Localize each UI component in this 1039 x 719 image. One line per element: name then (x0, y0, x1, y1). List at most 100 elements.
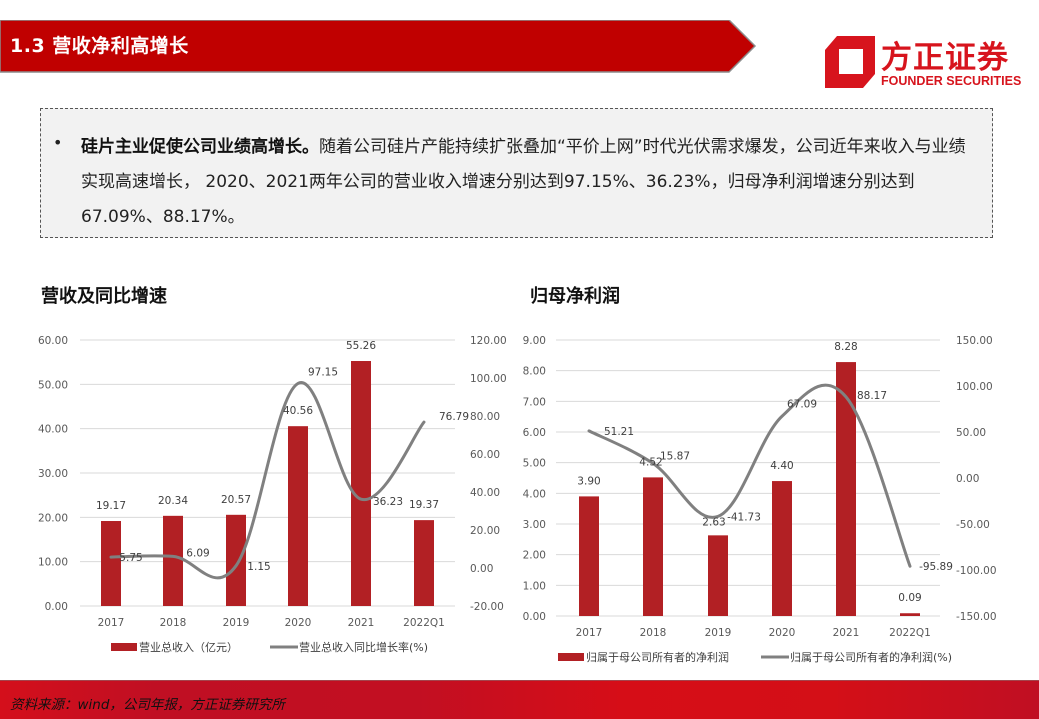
left-axis-tick: 8.00 (523, 366, 546, 378)
summary-body: 随着公司硅片产能持续扩张叠加“平价上网”时代光伏需求爆发，公司近年来收入与业绩实… (81, 137, 966, 227)
logo-chinese-name: 方正证券 (881, 40, 1009, 76)
legend-bar-label: 营业总收入（亿元） (139, 640, 238, 654)
line-value-label: 88.17 (857, 390, 887, 402)
line-value-label: 36.23 (373, 496, 403, 508)
left-axis-tick: 10.00 (38, 557, 68, 569)
right-axis-tick: 150.00 (956, 335, 993, 347)
line-value-label: -95.89 (919, 561, 953, 573)
logo-english-name: FOUNDER SECURITIES (881, 74, 1022, 88)
left-axis-tick: 3.00 (523, 519, 546, 531)
bar (414, 520, 434, 606)
summary-box: • 硅片主业促使公司业绩高增长。随着公司硅片产能持续扩张叠加“平价上网”时代光伏… (40, 108, 993, 238)
left-axis-tick: 40.00 (38, 424, 68, 436)
bar (772, 481, 792, 616)
bar-value-label: 19.37 (409, 499, 439, 511)
header-arrow-shape (0, 20, 757, 73)
bullet-point: • (53, 133, 63, 152)
left-axis-tick: 0.00 (523, 611, 546, 623)
bar (288, 426, 308, 606)
page-title: 1.3 营收净利高增长 (10, 35, 189, 57)
legend-line-label: 归属于母公司所有者的净利润(%) (790, 650, 952, 664)
x-axis-category: 2017 (98, 617, 125, 629)
legend-bar-swatch (558, 653, 584, 661)
x-axis-category: 2018 (640, 627, 667, 639)
right-axis-tick: 0.00 (470, 563, 493, 575)
line-value-label: 1.15 (247, 561, 270, 573)
right-axis-tick: 50.00 (956, 427, 986, 439)
growth-line (587, 383, 912, 568)
bar (579, 496, 599, 616)
bar-value-label: 20.34 (158, 495, 188, 507)
founder-logo: 方正证券 FOUNDER SECURITIES (823, 30, 1023, 90)
bar-value-label: 40.56 (283, 405, 313, 417)
right-axis-tick: 100.00 (956, 381, 993, 393)
left-axis-tick: 60.00 (38, 335, 68, 347)
right-axis-tick: -100.00 (956, 565, 997, 577)
bar (836, 362, 856, 616)
chart-title-revenue: 营收及同比增速 (41, 286, 167, 307)
chart-title-net-profit: 归母净利润 (530, 286, 620, 307)
summary-paragraph: 硅片主业促使公司业绩高增长。随着公司硅片产能持续扩张叠加“平价上网”时代光伏需求… (81, 130, 981, 235)
line-value-label: 6.09 (186, 547, 209, 559)
line-value-label: 76.79 (439, 411, 469, 423)
left-axis-tick: 20.00 (38, 512, 68, 524)
bar (351, 361, 371, 606)
right-axis-tick: 120.00 (470, 335, 507, 347)
x-axis-category: 2021 (833, 627, 860, 639)
right-axis-tick: -50.00 (956, 519, 990, 531)
logo-mark-icon (825, 36, 875, 88)
section-header (0, 20, 757, 73)
right-axis-tick: 20.00 (470, 525, 500, 537)
bar (163, 515, 183, 606)
left-axis-tick: 1.00 (523, 580, 546, 592)
source-note: 资料来源：wind，公司年报，方正证券研究所 (10, 697, 285, 713)
right-axis-tick: -20.00 (470, 601, 504, 613)
x-axis-category: 2020 (285, 617, 312, 629)
legend-line-label: 营业总收入同比增长率(%) (299, 640, 428, 654)
legend-bar-label: 归属于母公司所有者的净利润 (586, 650, 729, 664)
left-axis-tick: 5.00 (523, 458, 546, 470)
right-axis-tick: 60.00 (470, 449, 500, 461)
bar-value-label: 8.28 (834, 341, 857, 353)
legend-bar-swatch (111, 643, 137, 651)
bar-value-label: 4.52 (639, 456, 662, 468)
left-axis-tick: 6.00 (523, 427, 546, 439)
x-axis-category: 2018 (160, 617, 187, 629)
bar (708, 535, 728, 616)
bar-value-label: 55.26 (346, 340, 376, 352)
left-axis-tick: 2.00 (523, 550, 546, 562)
line-value-label: -41.73 (727, 511, 761, 523)
x-axis-category: 2021 (348, 617, 375, 629)
right-axis-tick: 80.00 (470, 411, 500, 423)
right-axis-tick: -150.00 (956, 611, 997, 623)
right-axis-tick: 0.00 (956, 473, 979, 485)
bar-value-label: 2.63 (702, 516, 725, 528)
x-axis-category: 2019 (705, 627, 732, 639)
summary-lead: 硅片主业促使公司业绩高增长。 (81, 137, 319, 157)
bar-value-label: 20.57 (221, 494, 251, 506)
x-axis-category: 2020 (769, 627, 796, 639)
line-value-label: 5.75 (119, 552, 142, 564)
bar-value-label: 3.90 (577, 475, 600, 487)
left-axis-tick: 9.00 (523, 335, 546, 347)
growth-line (109, 381, 426, 580)
right-axis-tick: 100.00 (470, 373, 507, 385)
line-value-label: 97.15 (308, 366, 338, 378)
bar (900, 613, 920, 616)
bar-value-label: 4.40 (770, 460, 793, 472)
left-axis-tick: 0.00 (45, 601, 68, 613)
charts-canvas: 0.00 10.00 20.00 30.00 40.00 50.00 60.00 -20.00… (38, 335, 997, 664)
bar-value-label: 0.09 (898, 592, 921, 604)
x-axis-category: 2017 (576, 627, 603, 639)
left-axis-tick: 50.00 (38, 379, 68, 391)
bar (226, 514, 246, 606)
x-axis-category: 2022Q1 (403, 617, 445, 629)
left-axis-tick: 4.00 (523, 488, 546, 500)
right-axis-tick: 40.00 (470, 487, 500, 499)
line-value-label: 51.21 (604, 426, 634, 438)
footer-bar: 资料来源：wind，公司年报，方正证券研究所 (0, 680, 1039, 719)
bar (101, 521, 121, 606)
bar-value-label: 19.17 (96, 500, 126, 512)
x-axis-category: 2019 (223, 617, 250, 629)
x-axis-category: 2022Q1 (889, 627, 931, 639)
